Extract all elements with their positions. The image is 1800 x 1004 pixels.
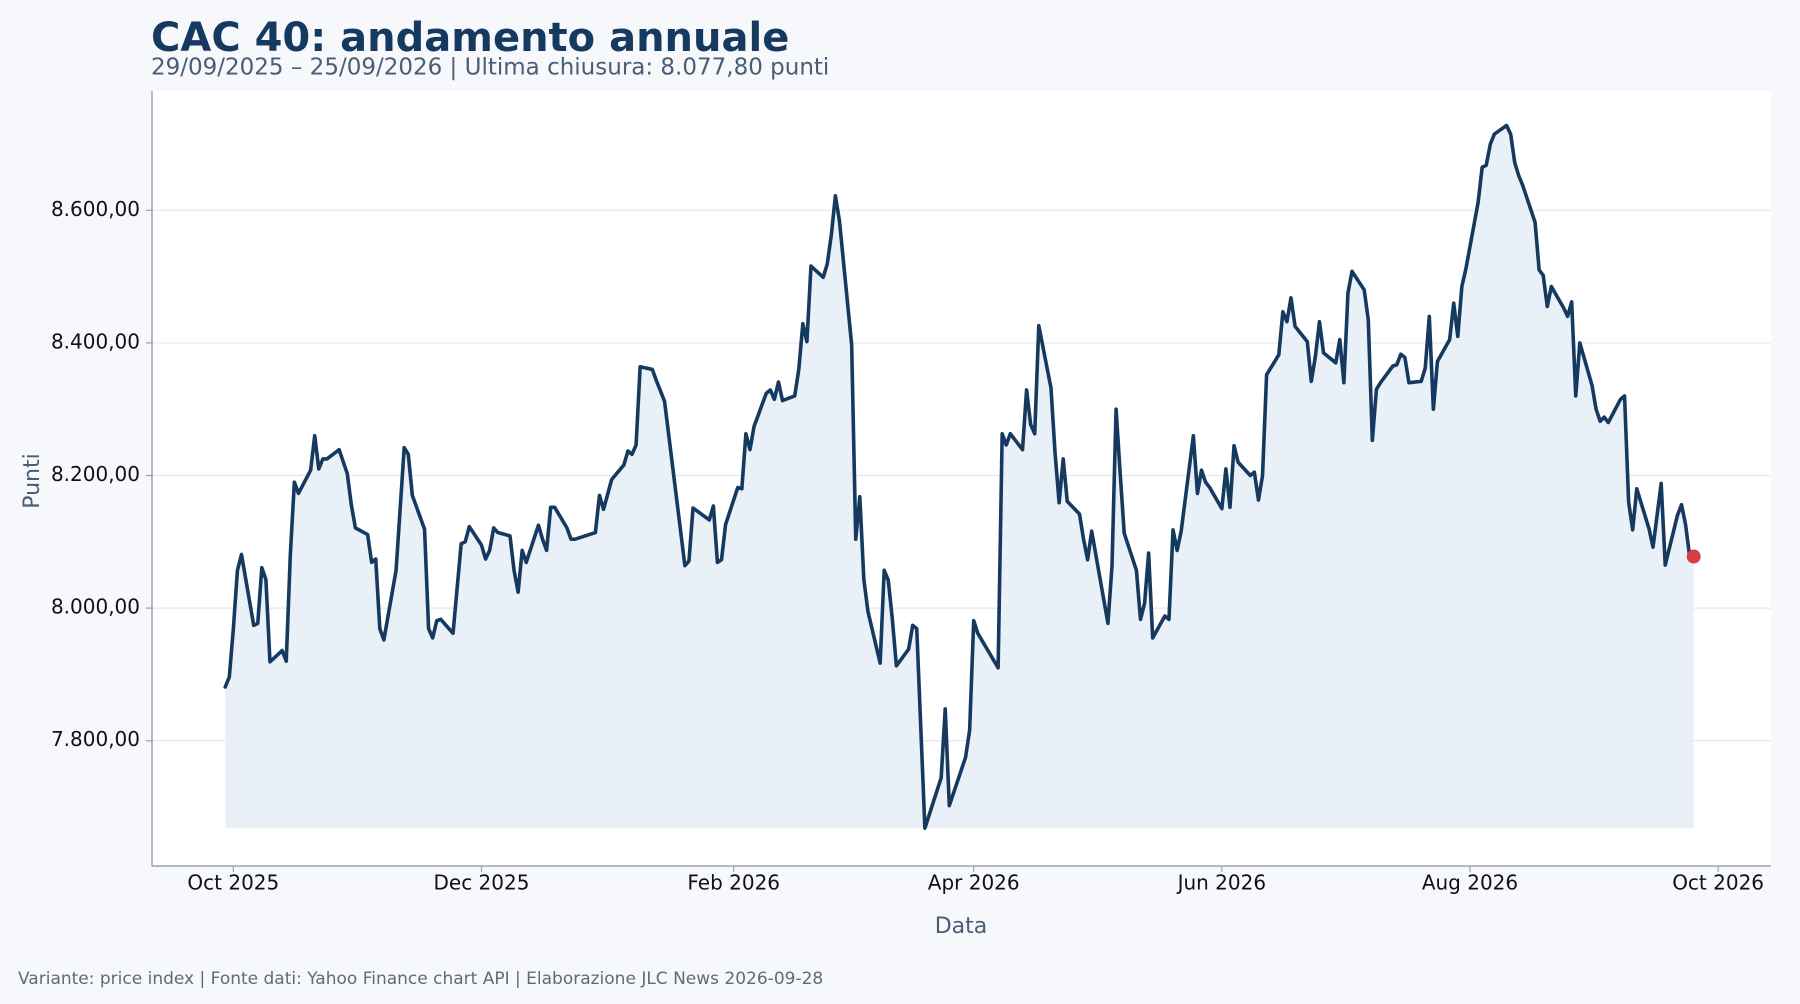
chart-title: CAC 40: andamento annuale — [151, 15, 789, 61]
price-line — [223, 123, 1696, 831]
y-tick-label: 7.800,00 — [51, 727, 140, 751]
y-tick-label: 8.600,00 — [51, 197, 140, 221]
chart-subtitle: 29/09/2025 – 25/09/2026 | Ultima chiusur… — [151, 55, 829, 81]
last-close-marker — [1686, 549, 1701, 564]
x-tick-label: Aug 2026 — [1422, 871, 1518, 895]
x-axis-label: Data — [935, 914, 988, 939]
y-tick-label: 8.200,00 — [51, 462, 140, 486]
y-axis-label: Punti — [20, 453, 45, 509]
area-fill — [225, 125, 1694, 829]
footer-note: Variante: price index | Fonte dati: Yaho… — [18, 969, 823, 989]
x-tick-label: Oct 2025 — [187, 871, 279, 895]
x-tick-label: Dec 2025 — [434, 871, 530, 895]
y-tick-label: 8.400,00 — [51, 329, 140, 353]
x-tick-label: Jun 2026 — [1176, 871, 1267, 895]
y-tick-label: 8.000,00 — [51, 595, 140, 619]
x-tick-label: Apr 2026 — [928, 871, 1020, 895]
x-tick-label: Feb 2026 — [687, 871, 780, 895]
x-tick-label: Oct 2026 — [1672, 871, 1764, 895]
